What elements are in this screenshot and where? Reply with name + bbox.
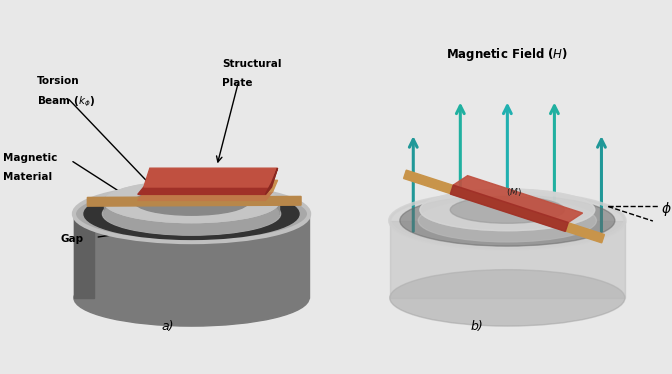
Ellipse shape <box>102 193 281 235</box>
Ellipse shape <box>134 188 249 215</box>
Ellipse shape <box>74 186 309 242</box>
Text: Torsion: Torsion <box>37 76 79 86</box>
Polygon shape <box>450 185 569 232</box>
Ellipse shape <box>420 189 595 231</box>
Text: $(M)$: $(M)$ <box>506 186 522 198</box>
Polygon shape <box>404 170 604 243</box>
Polygon shape <box>144 168 278 187</box>
Ellipse shape <box>450 196 564 223</box>
Ellipse shape <box>104 181 279 223</box>
Ellipse shape <box>84 188 299 239</box>
Text: Plate: Plate <box>222 78 252 88</box>
Text: Magnetic Field ($H$): Magnetic Field ($H$) <box>446 46 569 63</box>
Ellipse shape <box>420 189 595 231</box>
Ellipse shape <box>400 195 615 246</box>
Text: b): b) <box>471 320 483 333</box>
Polygon shape <box>138 191 273 200</box>
Polygon shape <box>104 202 279 214</box>
Ellipse shape <box>104 193 279 235</box>
Text: Material: Material <box>3 172 52 182</box>
Polygon shape <box>74 214 94 298</box>
Polygon shape <box>453 176 583 223</box>
Polygon shape <box>145 180 278 191</box>
Ellipse shape <box>390 270 625 326</box>
Text: Magnetic: Magnetic <box>3 153 58 163</box>
Ellipse shape <box>74 270 309 326</box>
Text: Structural: Structural <box>222 59 282 69</box>
Polygon shape <box>138 187 271 194</box>
Ellipse shape <box>390 192 625 249</box>
Polygon shape <box>265 168 278 194</box>
Ellipse shape <box>420 200 595 242</box>
Ellipse shape <box>418 199 597 242</box>
Text: Beam ($k_\phi$): Beam ($k_\phi$) <box>37 95 95 109</box>
Polygon shape <box>74 214 309 298</box>
Text: a): a) <box>162 320 174 333</box>
Polygon shape <box>390 221 625 298</box>
Polygon shape <box>87 196 301 206</box>
Text: Gap: Gap <box>60 234 83 244</box>
Ellipse shape <box>104 181 279 223</box>
Text: $\phi$: $\phi$ <box>661 200 672 218</box>
